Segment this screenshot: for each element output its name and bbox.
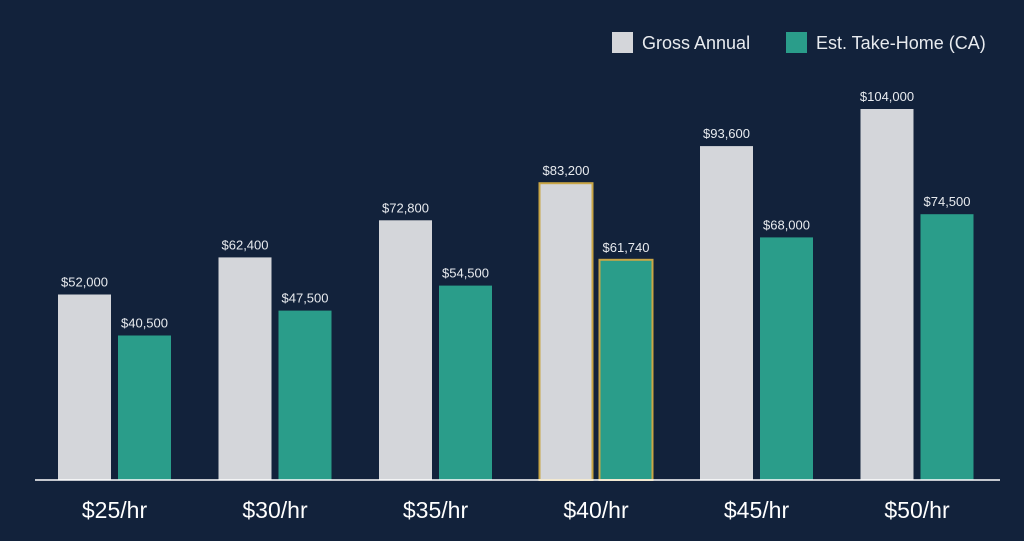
bar-gross-3 bbox=[538, 182, 594, 481]
value-label-takehome-3: $61,740 bbox=[603, 240, 650, 255]
x-tick-label-1: $30/hr bbox=[242, 497, 308, 523]
bar-takehome-2 bbox=[439, 285, 492, 480]
bar-gross-2 bbox=[379, 220, 432, 481]
x-tick-label-3: $40/hr bbox=[563, 497, 629, 523]
bar-gross-4 bbox=[700, 146, 753, 480]
bar-takehome-4 bbox=[760, 237, 813, 480]
bar-takehome-1 bbox=[278, 310, 332, 480]
x-tick-label-4: $45/hr bbox=[724, 497, 790, 523]
x-tick-label-5: $50/hr bbox=[884, 497, 950, 523]
bar-takehome-5 bbox=[920, 214, 974, 480]
value-label-takehome-5: $74,500 bbox=[924, 194, 971, 209]
value-label-gross-0: $52,000 bbox=[61, 275, 108, 290]
x-tick-label-0: $25/hr bbox=[82, 497, 148, 523]
bar-gross-5 bbox=[860, 109, 914, 480]
legend-label-1: Est. Take-Home (CA) bbox=[816, 33, 986, 53]
value-label-gross-3: $83,200 bbox=[543, 163, 590, 178]
legend-swatch-0 bbox=[612, 32, 633, 53]
bars-group bbox=[58, 109, 974, 481]
value-label-takehome-4: $68,000 bbox=[763, 217, 810, 232]
value-label-takehome-1: $47,500 bbox=[282, 291, 329, 306]
value-label-gross-5: $104,000 bbox=[860, 89, 914, 104]
value-labels-group: $52,000 $40,500 $62,400 $47,500 $72,800 $54,5… bbox=[61, 89, 971, 331]
legend: Gross Annual Est. Take-Home (CA) bbox=[612, 32, 986, 53]
x-tick-label-2: $35/hr bbox=[403, 497, 469, 523]
bar-takehome-0 bbox=[118, 335, 171, 480]
value-label-gross-1: $62,400 bbox=[222, 237, 269, 252]
value-label-gross-4: $93,600 bbox=[703, 126, 750, 141]
bar-gross-0 bbox=[58, 294, 111, 480]
value-label-takehome-2: $54,500 bbox=[442, 266, 489, 281]
value-label-gross-2: $72,800 bbox=[382, 200, 429, 215]
legend-swatch-1 bbox=[786, 32, 807, 53]
value-label-takehome-0: $40,500 bbox=[121, 316, 168, 331]
legend-label-0: Gross Annual bbox=[642, 33, 750, 53]
bar-takehome-3 bbox=[598, 258, 654, 481]
x-axis-ticks: $25/hr $30/hr $35/hr $40/hr $45/hr $50/hr bbox=[82, 497, 950, 523]
bar-gross-1 bbox=[218, 257, 272, 480]
